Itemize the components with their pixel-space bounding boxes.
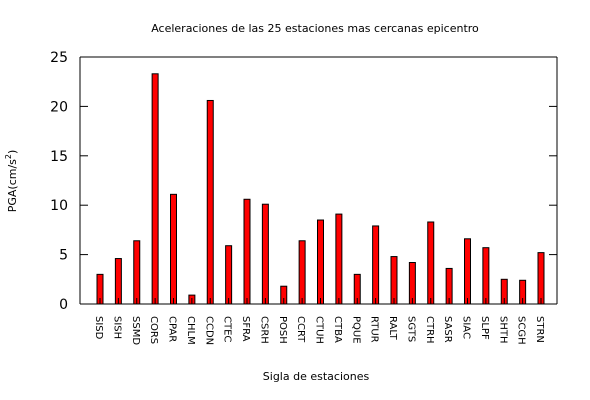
bar-sfra [243, 198, 251, 305]
x-tick-label: RALT [387, 316, 398, 341]
bar-cpar [170, 193, 177, 305]
x-tick-label: CTUH [314, 316, 325, 344]
x-tick-label: PQUE [350, 316, 361, 344]
x-tick-label: SLPF [479, 316, 490, 340]
x-tick-label: SGTS [405, 316, 416, 342]
x-tick-label: RTUR [369, 316, 380, 343]
x-tick-label: SCGH [516, 316, 527, 345]
y-tick-label: 0 [59, 297, 68, 313]
x-tick-label: CORS [148, 316, 159, 344]
x-tick-label: SSMD [130, 316, 141, 345]
y-ticks: 0 5 10 15 20 25 [50, 50, 557, 313]
bar-sgts [408, 262, 416, 305]
bar-ctec [225, 245, 233, 305]
bar-ctrh [427, 221, 435, 305]
x-tick-label: SASR [442, 316, 453, 343]
bar-ccrt [298, 240, 306, 305]
bar-ctuh [317, 219, 324, 305]
x-tick-label: CCRT [295, 316, 306, 343]
x-tick-label: POSH [277, 316, 288, 344]
x-tick-label: CTBA [332, 316, 343, 343]
bar-ssmd [133, 240, 141, 305]
bar-csrh [261, 203, 269, 305]
bar-ralt [390, 256, 398, 305]
y-tick-label: 10 [50, 198, 68, 214]
y-tick-label: 5 [59, 248, 68, 264]
x-axis-label: Sigla de estaciones [263, 370, 370, 383]
x-tick-label: SISH [111, 316, 122, 339]
x-tick-label: CTRH [424, 316, 435, 344]
bar-cors [151, 73, 159, 305]
chart-title: Aceleraciones de las 25 estaciones mas c… [151, 22, 479, 35]
bar-ctba [335, 213, 343, 305]
x-tick-label: SHTH [497, 316, 508, 344]
y-tick-label: 25 [50, 50, 68, 66]
x-tick-label: SISD [93, 316, 104, 340]
bar-slpf [482, 247, 490, 305]
x-tick-label: SFRA [240, 316, 251, 342]
x-tick-label: CCDN [203, 316, 214, 345]
x-tick-label: CPAR [167, 316, 178, 342]
bar-sish [114, 258, 122, 305]
bar-ccdn [206, 99, 214, 305]
x-tick-label: SIAC [461, 316, 472, 339]
y-tick-label: 20 [50, 99, 68, 115]
x-tick-label: CHLM [185, 316, 196, 345]
bar-rtur [372, 225, 380, 305]
y-axis-label: PGA(cm/s2) [4, 150, 19, 213]
y-tick-label: 15 [50, 149, 68, 165]
x-tick-label: CTEC [222, 316, 233, 342]
bars [96, 73, 545, 305]
x-ticks: SISD SISH SSMD CORS CPAR CHLM CCDN CTEC SFRA CSRH… [93, 298, 545, 345]
x-tick-label: STRN [534, 316, 545, 343]
bar-siac [464, 238, 471, 305]
x-tick-label: CSRH [258, 316, 269, 344]
bar-strn [537, 252, 545, 305]
